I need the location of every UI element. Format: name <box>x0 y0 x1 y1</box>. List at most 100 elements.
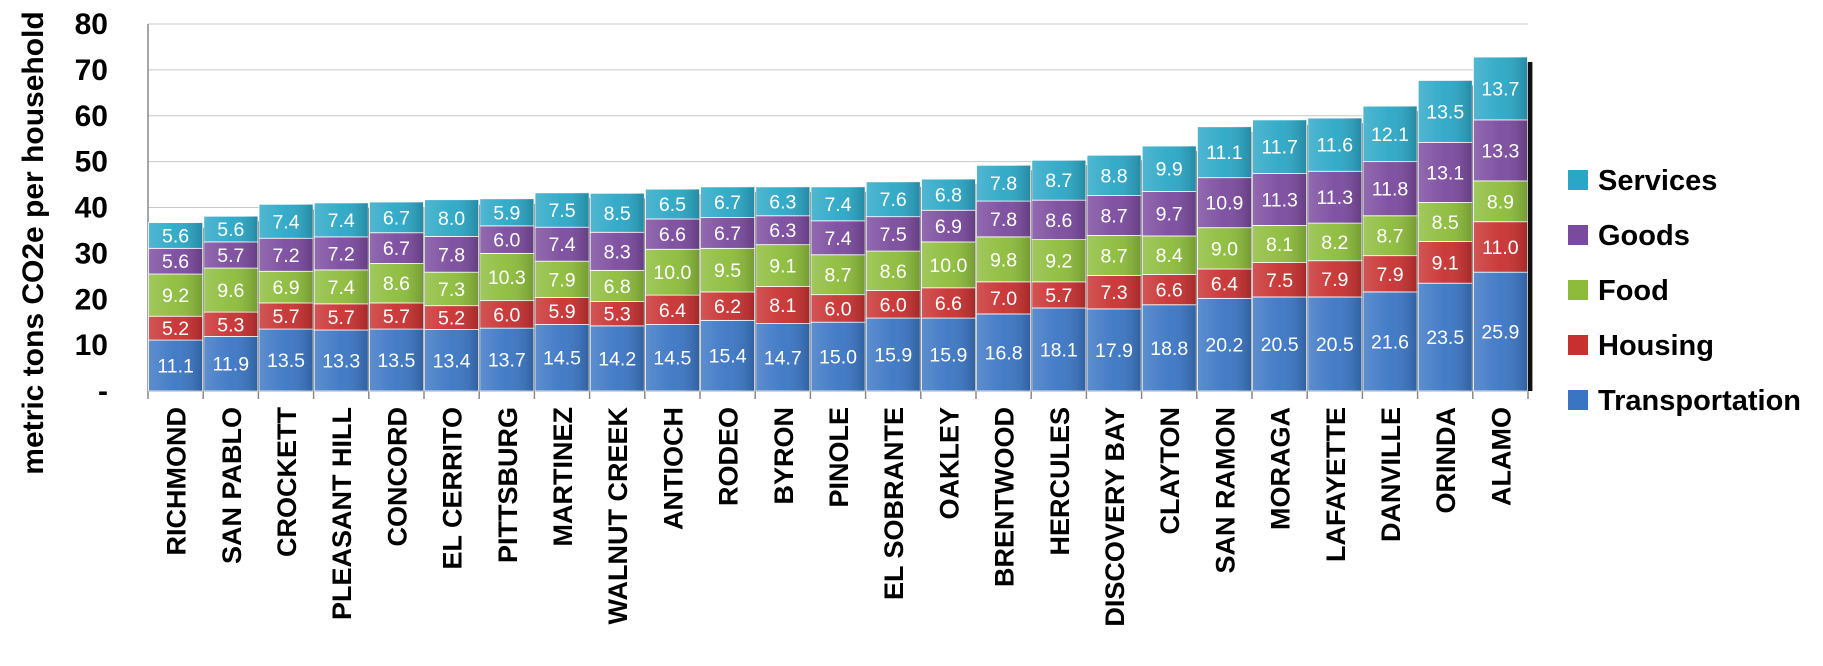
category-label: BRENTWOOD <box>990 407 1020 587</box>
bar-segment-shading <box>1087 235 1141 276</box>
bar-segment-shading <box>866 216 921 252</box>
bar-segment-shading <box>1473 180 1528 222</box>
bar-segment-shading <box>1473 272 1528 391</box>
bar-segment-shading <box>424 199 479 237</box>
bar-segment-shading <box>369 329 424 391</box>
data-label: 11.3 <box>1317 187 1354 209</box>
data-label: 5.6 <box>162 251 189 273</box>
data-label: 8.3 <box>604 241 631 263</box>
data-label: 7.8 <box>990 173 1017 195</box>
data-label: 5.6 <box>217 219 244 241</box>
data-label: 8.9 <box>1487 191 1514 213</box>
category-label: LAFAYETTE <box>1321 407 1351 562</box>
bar-segment-shading <box>1363 215 1417 256</box>
bar-segment-shading <box>755 286 810 324</box>
bar-segment-shading <box>1307 223 1362 261</box>
legend-label: Services <box>1598 165 1717 197</box>
data-label: 15.4 <box>709 346 747 368</box>
bar-segment-shading <box>645 324 700 391</box>
legend-swatch-housing <box>1568 335 1588 355</box>
data-label: 8.6 <box>880 261 907 283</box>
bar-segment-shading <box>976 313 1031 391</box>
data-label: 6.6 <box>935 293 962 315</box>
bar-segment-shading <box>1142 146 1197 192</box>
category-label: SAN RAMON <box>1210 407 1240 574</box>
data-label: 6.7 <box>714 192 741 214</box>
data-label: 9.9 <box>1156 159 1183 181</box>
bar-segment-shading <box>700 291 755 321</box>
category-label: WALNUT CREEK <box>603 407 633 625</box>
data-label: 8.0 <box>438 208 465 230</box>
data-label: 8.5 <box>604 203 631 225</box>
data-label: 9.2 <box>1045 251 1072 273</box>
bar-segment-shading <box>479 253 534 301</box>
bar-segment-shading <box>1087 308 1141 391</box>
data-label: 8.7 <box>1100 245 1127 267</box>
bar-segment-shading <box>921 287 976 319</box>
bar-segment-shading <box>921 210 976 242</box>
data-label: 6.7 <box>383 207 410 229</box>
bar-segment-shading <box>700 320 755 391</box>
bar-segment-shading <box>1307 260 1362 297</box>
bar-segment-shading <box>811 186 865 221</box>
data-label: 13.5 <box>377 350 415 372</box>
data-label: 6.5 <box>659 194 686 216</box>
bar-segment-shading <box>314 303 369 330</box>
data-label: 13.3 <box>322 350 360 372</box>
bar-segment-shading <box>424 236 479 273</box>
bar-segment-shading <box>1252 173 1307 226</box>
bar-segment-shading <box>645 295 700 325</box>
bar-segment-shading <box>921 318 976 391</box>
bar-segment-shading <box>259 238 313 272</box>
y-tick-label: 80 <box>75 8 108 41</box>
data-labels: 11.1 5.2 9.2 5.6 5.6 11.9 5.3 9.6 5.7 5.6 13.5 5.7 6… <box>157 78 1519 377</box>
data-label: 7.0 <box>990 288 1017 310</box>
bar-segment-shading <box>1307 118 1362 172</box>
y-tick-label: 20 <box>75 283 108 316</box>
bar-segment-shading <box>203 241 258 269</box>
data-label: 6.3 <box>769 220 796 242</box>
bar-segment-shading <box>1418 80 1473 143</box>
bar-segment-shading <box>1197 126 1252 178</box>
data-label: 17.9 <box>1095 340 1133 362</box>
legend-swatch-food <box>1568 280 1588 300</box>
data-label: 8.7 <box>1045 170 1072 192</box>
legend-label: Housing <box>1598 330 1714 362</box>
data-label: 6.0 <box>493 230 520 252</box>
bar-segment-shading <box>1418 283 1473 391</box>
category-label: OAKLEY <box>934 407 964 520</box>
bar-segment-shading <box>590 325 645 391</box>
bar-segment-shading <box>1252 296 1307 391</box>
category-label: SAN PABLO <box>217 407 247 564</box>
category-label: DISCOVERY BAY <box>1100 407 1130 627</box>
category-label: CROCKETT <box>272 407 302 557</box>
bar-segment-shading <box>976 281 1031 314</box>
data-label: 23.5 <box>1426 327 1464 349</box>
bar-segment-shading <box>811 294 865 323</box>
bar-segment-shading <box>921 241 976 288</box>
bar-segment-shading <box>811 254 865 295</box>
bar-segment-shading <box>203 268 258 313</box>
bar-segment-shading <box>700 217 755 249</box>
bar-segment-shading <box>645 189 700 219</box>
data-label: 11.0 <box>1482 237 1519 259</box>
bar-segment-shading <box>314 329 369 391</box>
data-label: 6.7 <box>383 238 410 260</box>
data-label: 20.5 <box>1261 334 1299 356</box>
bar-segment-shading <box>479 225 534 254</box>
bar-segment-shading <box>369 302 424 330</box>
bar-segment-shading <box>148 222 203 249</box>
data-label: 8.6 <box>1045 210 1072 232</box>
bar-segment-shading <box>1142 235 1197 275</box>
y-tick-label: 10 <box>75 329 108 362</box>
data-label: 9.0 <box>1211 238 1238 260</box>
data-label: 5.7 <box>217 245 244 267</box>
data-label: 7.2 <box>328 243 355 265</box>
data-label: 6.3 <box>769 191 796 213</box>
bar-segment-shading <box>369 201 424 233</box>
bar-segment-shading <box>479 328 534 391</box>
data-label: 8.7 <box>1376 226 1403 248</box>
data-label: 6.0 <box>880 294 907 316</box>
data-label: 8.7 <box>824 265 851 287</box>
data-label: 10.3 <box>488 267 526 289</box>
